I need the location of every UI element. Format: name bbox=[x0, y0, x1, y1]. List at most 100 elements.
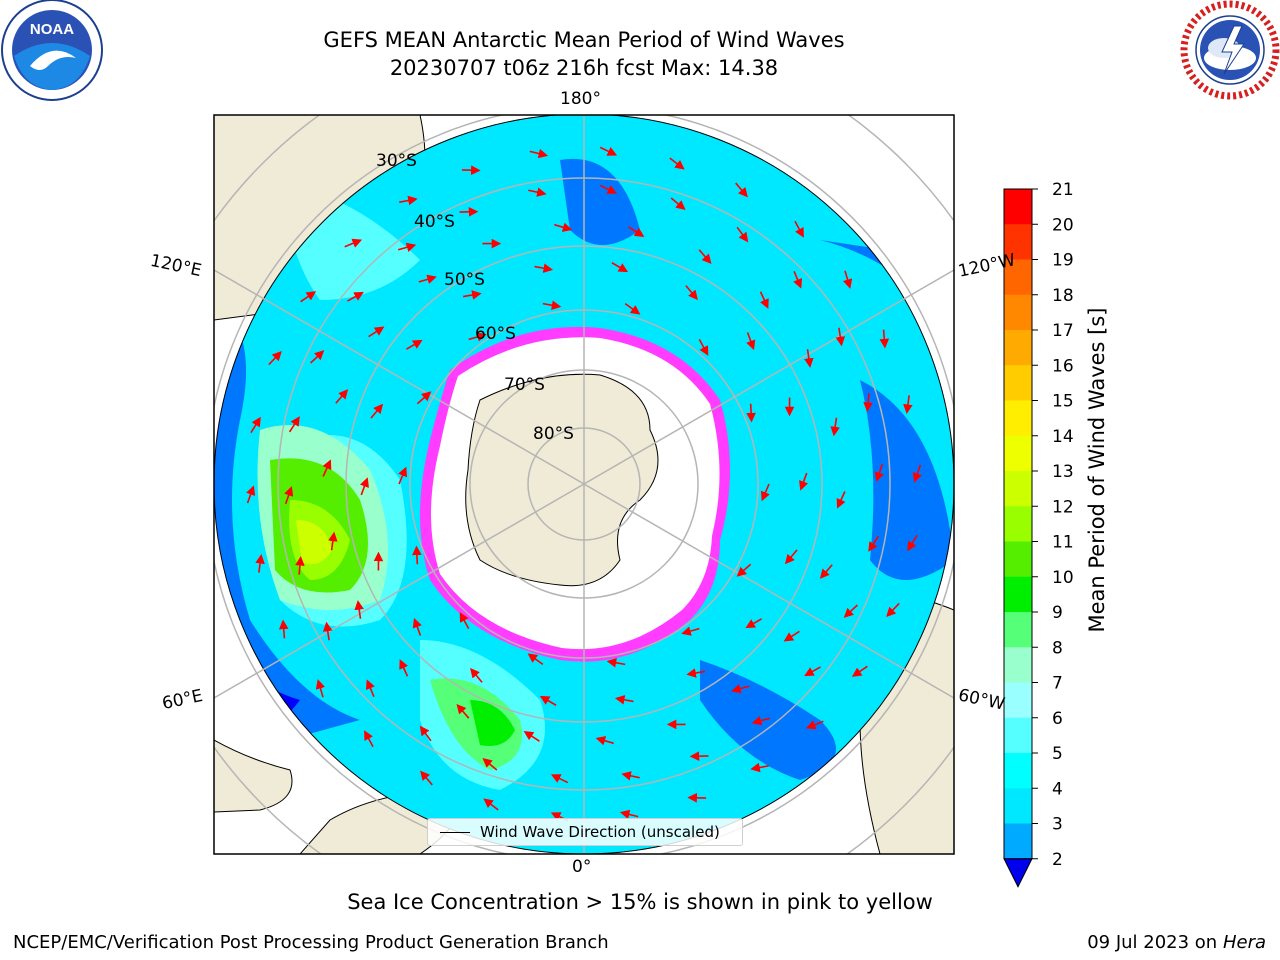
colorbar-tick-label: 7 bbox=[1052, 674, 1063, 694]
wave-direction-arrow bbox=[344, 238, 363, 248]
wave-direction-arrow bbox=[698, 338, 709, 356]
wave-direction-arrow bbox=[670, 197, 686, 211]
colorbar-tick-label: 19 bbox=[1052, 251, 1074, 271]
colorbar-band bbox=[1004, 224, 1032, 260]
wave-direction-arrow bbox=[398, 466, 408, 485]
wave-direction-arrow bbox=[523, 730, 540, 742]
wave-direction-arrow bbox=[686, 668, 705, 678]
wave-direction-arrow bbox=[842, 270, 853, 289]
colorbar-label: Mean Period of Wind Waves [s] bbox=[1085, 307, 1109, 633]
wave-direction-arrow bbox=[420, 770, 433, 786]
wave-direction-arrow bbox=[907, 534, 918, 552]
colorbar-band bbox=[1004, 400, 1032, 437]
wave-direction-arrow bbox=[482, 757, 498, 771]
colorbar-tick-label: 9 bbox=[1052, 603, 1063, 623]
footer-date-text: 09 Jul 2023 on bbox=[1087, 932, 1223, 953]
wave-direction-arrow bbox=[295, 556, 305, 575]
colorbar-tick-label: 16 bbox=[1052, 356, 1074, 376]
wave-direction-arrow bbox=[354, 600, 364, 619]
footer-machine: Hera bbox=[1222, 932, 1266, 953]
wave-direction-arrow bbox=[793, 270, 803, 289]
wave-direction-arrow bbox=[698, 249, 712, 265]
colorbar-band bbox=[1004, 506, 1032, 542]
wave-direction-arrow bbox=[310, 350, 325, 364]
colorbar-tick-label: 13 bbox=[1052, 462, 1074, 482]
wave-direction-arrow bbox=[300, 291, 317, 303]
wave-direction-arrow bbox=[412, 545, 422, 565]
colorbar-tick-label: 15 bbox=[1052, 392, 1074, 412]
colorbar-tick-label: 17 bbox=[1052, 321, 1074, 341]
wave-direction-arrow bbox=[619, 809, 639, 820]
wave-direction-arrow bbox=[255, 553, 265, 573]
wave-direction-arrow bbox=[736, 563, 752, 577]
wave-direction-arrow bbox=[874, 463, 884, 482]
wave-direction-arrow bbox=[347, 291, 364, 302]
wave-direction-arrow bbox=[799, 472, 809, 491]
wave-direction-arrow bbox=[322, 621, 333, 641]
graticule bbox=[214, 115, 954, 854]
colorbar-band bbox=[1004, 753, 1032, 789]
wave-direction-arrow bbox=[750, 762, 769, 773]
wave-direction-arrow bbox=[288, 416, 300, 433]
lat-label-30s: 30°S bbox=[376, 151, 417, 171]
wave-direction-arrow bbox=[322, 459, 332, 477]
wave-direction-arrow bbox=[784, 549, 798, 565]
wave-direction-arrow bbox=[903, 395, 913, 415]
wave-direction-arrow bbox=[760, 483, 770, 502]
colorbar-band bbox=[1004, 682, 1032, 719]
colorbar-tick-label: 11 bbox=[1052, 533, 1074, 553]
wave-direction-arrow bbox=[819, 564, 833, 579]
wave-direction-arrow bbox=[751, 716, 771, 726]
legend-label: Wind Wave Direction (unscaled) bbox=[480, 823, 720, 841]
wave-direction-arrow bbox=[614, 695, 634, 705]
noaa-logo-text: NOAA bbox=[30, 21, 74, 38]
wind-wave-direction-arrows bbox=[246, 146, 922, 822]
wave-direction-arrow bbox=[736, 226, 749, 243]
wave-direction-arrow bbox=[843, 604, 858, 618]
noaa-logo: NOAA bbox=[1, 0, 103, 101]
wave-direction-arrow bbox=[542, 300, 562, 310]
wave-direction-arrow bbox=[794, 220, 804, 238]
colorbar-border bbox=[1003, 188, 1033, 860]
wave-direction-arrow bbox=[735, 182, 748, 198]
wave-direction-arrow bbox=[611, 262, 629, 273]
colorbar-band bbox=[1004, 717, 1032, 754]
wave-direction-arrow bbox=[745, 618, 763, 629]
wave-direction-arrow bbox=[397, 242, 417, 252]
wave-direction-arrow bbox=[759, 291, 769, 309]
footer-credit: NCEP/EMC/Verification Post Processing Pr… bbox=[13, 932, 609, 953]
wave-direction-arrow bbox=[681, 626, 700, 636]
wave-direction-arrow bbox=[315, 679, 326, 698]
wave-direction-arrow bbox=[278, 619, 289, 639]
wave-direction-arrow bbox=[879, 329, 890, 349]
wave-direction-arrow bbox=[599, 146, 618, 156]
wave-direction-arrow bbox=[621, 771, 640, 781]
colorbar-band bbox=[1004, 189, 1032, 225]
wave-direction-arrow bbox=[335, 389, 349, 404]
wave-direction-arrow bbox=[250, 416, 261, 434]
colorbar-band bbox=[1004, 612, 1032, 648]
map-subtitle: 20230707 t06z 216h fcst Max: 14.38 bbox=[389, 56, 779, 80]
map-title: GEFS MEAN Antarctic Mean Period of Wind … bbox=[323, 28, 845, 52]
wave-direction-arrow bbox=[912, 464, 922, 483]
colorbar-band bbox=[1004, 471, 1032, 507]
wave-direction-arrow bbox=[364, 730, 374, 748]
colorbar-band bbox=[1004, 435, 1032, 472]
colorbar-tick-label: 5 bbox=[1052, 744, 1063, 764]
lat-label-60s: 60°S bbox=[475, 324, 516, 344]
wave-direction-arrow bbox=[399, 659, 409, 677]
wave-direction-arrow bbox=[527, 653, 544, 666]
colorbar-band bbox=[1004, 788, 1032, 824]
lat-label-80s: 80°S bbox=[533, 424, 574, 444]
wave-direction-arrow bbox=[459, 612, 470, 630]
lat-label-50s: 50°S bbox=[444, 270, 485, 290]
wave-direction-arrow bbox=[328, 531, 338, 551]
wave-direction-arrow bbox=[599, 184, 618, 194]
wave-direction-arrow bbox=[805, 720, 824, 730]
wave-direction-arrow bbox=[539, 695, 557, 706]
wave-direction-arrow bbox=[804, 666, 821, 677]
wave-direction-arrow bbox=[284, 486, 294, 505]
wave-direction-arrow bbox=[731, 684, 750, 694]
wave-direction-arrow bbox=[399, 195, 418, 206]
wave-direction-arrow bbox=[685, 285, 698, 301]
